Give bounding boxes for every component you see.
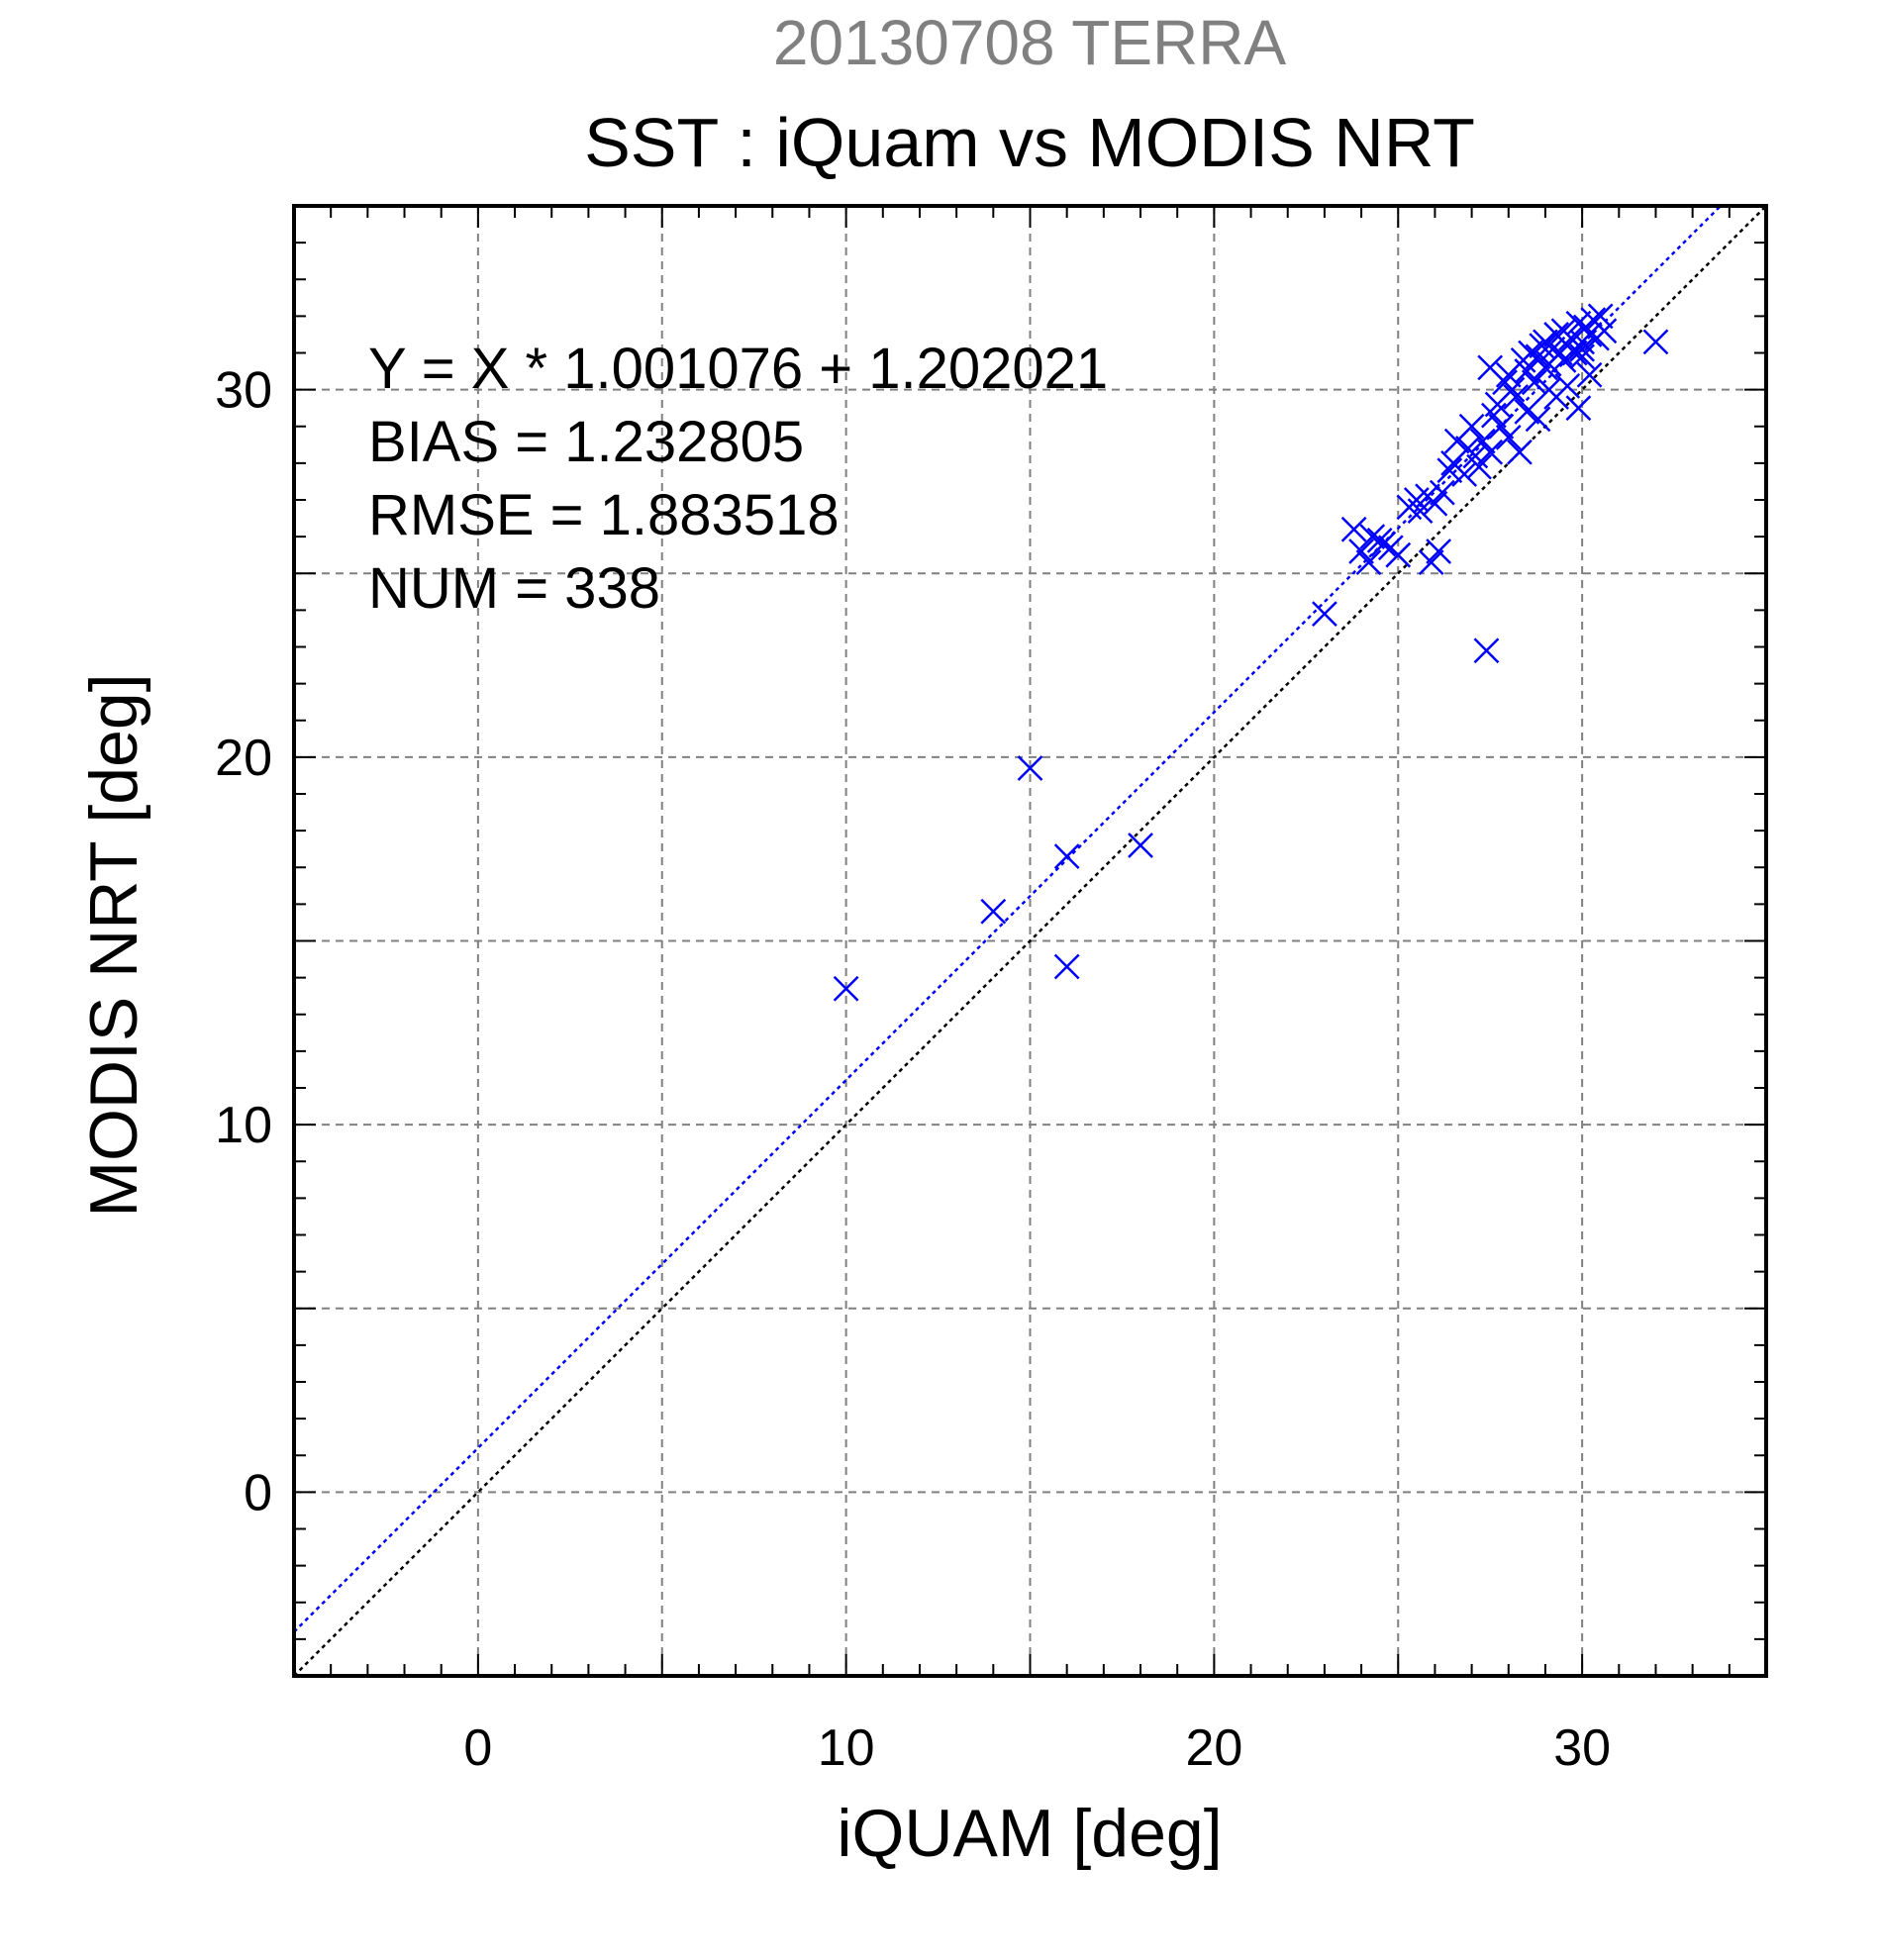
x-tick-label: 20 <box>1185 1719 1242 1777</box>
data-point <box>980 898 1007 925</box>
data-point <box>1554 373 1581 399</box>
data-point <box>1340 516 1367 542</box>
data-point <box>1569 343 1596 370</box>
y-tick-label: 20 <box>215 730 272 787</box>
data-points <box>833 303 1669 1002</box>
data-point <box>1576 322 1603 347</box>
data-point <box>1591 318 1618 344</box>
x-tick-label: 10 <box>818 1719 875 1777</box>
data-point <box>1561 340 1588 366</box>
data-point <box>1576 361 1603 388</box>
data-point <box>1503 384 1530 410</box>
data-point <box>1429 479 1455 506</box>
data-point <box>1499 376 1526 403</box>
plot-frame <box>292 204 1768 1678</box>
data-point <box>1458 413 1485 440</box>
data-point <box>1525 406 1551 433</box>
data-point <box>1422 490 1448 517</box>
data-point <box>1466 453 1492 480</box>
bias-label: BIAS = 1.232805 <box>368 410 804 474</box>
data-point <box>1017 755 1043 781</box>
stats-annotations: Y = X * 1.001076 + 1.202021 BIAS = 1.232… <box>368 337 1108 621</box>
data-point <box>1587 303 1614 330</box>
x-tick-label: 0 <box>463 1719 492 1777</box>
data-point <box>1348 539 1374 564</box>
data-point <box>1359 524 1386 550</box>
y-axis-label: MODIS NRT [deg] <box>76 673 151 1217</box>
data-point <box>1535 376 1562 403</box>
data-point <box>1642 329 1669 355</box>
chart-subtitle: SST : iQuam vs MODIS NRT <box>584 104 1475 181</box>
identity-line <box>293 205 1767 1677</box>
y-tick-label: 10 <box>215 1097 272 1154</box>
data-point <box>1418 549 1444 575</box>
x-tick-label: 30 <box>1553 1719 1611 1777</box>
data-point <box>1436 457 1463 484</box>
data-point <box>1514 399 1540 425</box>
data-point <box>1355 549 1382 575</box>
x-axis-label: iQUAM [deg] <box>837 1796 1222 1871</box>
data-point <box>1426 539 1452 564</box>
data-point <box>1385 541 1412 568</box>
rmse-label: RMSE = 1.883518 <box>368 483 840 547</box>
data-point <box>1507 439 1533 465</box>
data-point <box>1407 498 1434 525</box>
y-tick-label: 30 <box>215 362 272 420</box>
data-point <box>1488 413 1515 440</box>
data-point <box>1451 461 1478 487</box>
data-point <box>1477 439 1504 465</box>
data-point <box>1128 833 1153 858</box>
data-point <box>1565 395 1592 422</box>
data-point <box>1312 601 1337 627</box>
data-point <box>1053 953 1080 980</box>
y-tick-label: 0 <box>244 1464 272 1521</box>
chart-title: 20130708 TERRA <box>773 7 1287 78</box>
x-tick-labels: 0 10 20 30 <box>463 1719 1611 1777</box>
data-point <box>1053 843 1080 869</box>
y-tick-labels: 0 10 20 30 <box>215 362 272 1522</box>
count-label: NUM = 338 <box>368 556 660 621</box>
regression-equation: Y = X * 1.001076 + 1.202021 <box>368 337 1108 401</box>
data-point <box>1469 428 1496 454</box>
data-point <box>1370 531 1397 557</box>
data-point <box>1569 336 1596 362</box>
data-point <box>1521 369 1547 396</box>
data-point <box>1495 425 1522 450</box>
data-point <box>1473 637 1500 664</box>
data-point <box>833 975 859 1002</box>
